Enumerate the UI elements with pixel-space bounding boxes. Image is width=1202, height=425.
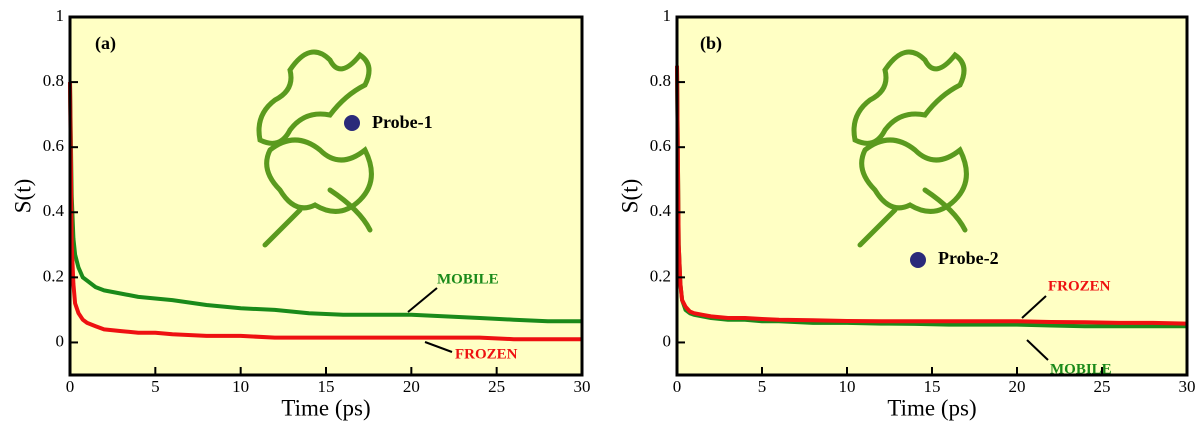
- protein-b: [851, 49, 969, 248]
- x-tick-label: 5: [758, 377, 767, 396]
- protein-strand: [262, 187, 373, 248]
- protein-strand: [859, 137, 969, 214]
- x-tick-label: 15: [318, 377, 335, 396]
- x-tick-label: 0: [673, 377, 682, 396]
- panel-label: (a): [95, 33, 116, 54]
- x-tick-label: 5: [151, 377, 160, 396]
- panel: MOBILE FROZEN 0 5 10 15 20 25 30 0 0.2 0.4 0.6 0.8 1 Ti…: [10, 6, 590, 420]
- y-tick-label: 0.2: [650, 266, 671, 285]
- label-arrow: [1021, 295, 1047, 319]
- y-tick-label: 1: [56, 6, 65, 25]
- y-axis-title: S(t): [617, 179, 642, 214]
- protein-strand: [857, 187, 968, 248]
- x-axis-title: Time (ps): [887, 395, 976, 420]
- label-arrow: [407, 287, 438, 313]
- y-tick-label: 0: [56, 331, 65, 350]
- x-tick-label: 15: [924, 377, 941, 396]
- series-line: [675, 65, 1188, 326]
- protein-strand: [256, 49, 372, 146]
- series-label: MOBILE: [437, 271, 499, 287]
- probe-sphere: [344, 115, 360, 131]
- x-tick-label: 25: [1094, 377, 1111, 396]
- y-tick-label: 0.4: [650, 201, 672, 220]
- x-tick-label: 0: [66, 377, 75, 396]
- series-line: [68, 82, 582, 324]
- series-line: [68, 82, 582, 342]
- label-arrow: [424, 341, 453, 353]
- panel-label: (b): [700, 33, 722, 54]
- x-tick-label: 30: [1179, 377, 1196, 396]
- y-tick-label: 1: [663, 6, 672, 25]
- x-tick-label: 20: [403, 377, 420, 396]
- x-tick-label: 30: [574, 377, 591, 396]
- x-axis-title: Time (ps): [281, 395, 370, 420]
- y-tick-label: 0.4: [43, 201, 65, 220]
- probe-label: Probe-1: [372, 112, 433, 132]
- plot-area: [70, 17, 582, 375]
- x-tick-label: 10: [839, 377, 856, 396]
- series-label: FROZEN: [455, 346, 518, 362]
- y-tick-label: 0.6: [650, 136, 671, 155]
- y-tick-label: 0.2: [43, 266, 64, 285]
- y-tick-label: 0.8: [43, 71, 64, 90]
- y-tick-label: 0.6: [43, 136, 64, 155]
- x-tick-label: 10: [232, 377, 249, 396]
- protein-a: [256, 49, 374, 248]
- series-label: MOBILE: [1050, 361, 1112, 377]
- protein-strand: [264, 137, 374, 214]
- x-tick-label: 25: [488, 377, 505, 396]
- panel: MOBILE FROZEN 0 5 10 15 20 25 30 0 0.2 0.4 0.6 0.8 1 Ti…: [617, 6, 1195, 420]
- probe-sphere: [910, 252, 926, 268]
- y-axis-title: S(t): [10, 179, 35, 214]
- y-tick-label: 0: [663, 331, 672, 350]
- probe-label: Probe-2: [938, 248, 999, 268]
- series-label: FROZEN: [1048, 278, 1111, 294]
- protein-strand: [851, 49, 967, 146]
- y-tick-label: 0.8: [650, 71, 671, 90]
- label-arrow: [1026, 339, 1049, 361]
- x-tick-label: 20: [1009, 377, 1026, 396]
